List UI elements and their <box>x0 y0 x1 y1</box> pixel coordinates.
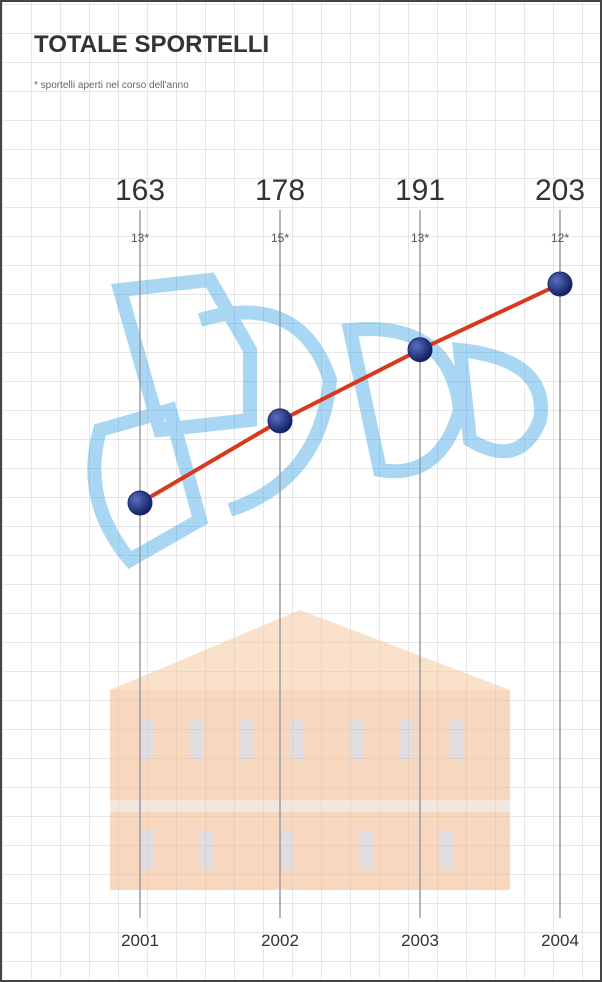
annotation: 12* <box>551 231 569 245</box>
annotation: 15* <box>271 231 289 245</box>
x-tick-label: 2002 <box>261 931 299 950</box>
x-tick-label: 2004 <box>541 931 579 950</box>
annotation: 13* <box>131 231 149 245</box>
data-label: 203 <box>535 174 585 207</box>
chart-subtitle: * sportelli aperti nel corso dell'anno <box>34 80 189 91</box>
data-label: 163 <box>115 174 165 207</box>
data-point <box>268 409 292 433</box>
annotation: 13* <box>411 231 429 245</box>
data-label: 178 <box>255 174 305 207</box>
x-tick-label: 2001 <box>121 931 159 950</box>
chart: TOTALE SPORTELLI * sportelli aperti nel … <box>0 0 602 982</box>
data-point <box>548 272 572 296</box>
data-label: 191 <box>395 174 445 207</box>
x-tick-label: 2003 <box>401 931 439 950</box>
data-point <box>128 491 152 515</box>
chart-title: TOTALE SPORTELLI <box>34 31 269 58</box>
page: TOTALE SPORTELLI * sportelli aperti nel … <box>0 0 602 982</box>
data-point <box>408 338 432 362</box>
